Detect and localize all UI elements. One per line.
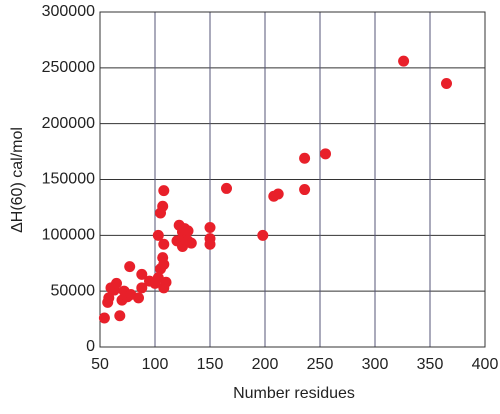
x-tick-label: 250 — [307, 356, 334, 373]
y-tick-label: 250000 — [42, 59, 95, 76]
point — [160, 276, 172, 288]
y-tick-label: 300000 — [42, 3, 95, 20]
point — [158, 185, 170, 197]
point — [441, 77, 452, 89]
point — [398, 55, 410, 67]
x-tick-label: 400 — [472, 356, 499, 373]
y-tick-label: 150000 — [42, 171, 95, 188]
point — [114, 310, 126, 322]
point — [204, 238, 216, 250]
point — [157, 200, 169, 212]
x-axis-title: Number residues — [233, 385, 355, 402]
point — [133, 292, 144, 304]
point — [204, 222, 216, 234]
plot-frame — [99, 11, 486, 348]
point — [158, 238, 170, 250]
point — [158, 258, 170, 270]
point — [272, 188, 284, 200]
point — [136, 268, 148, 280]
point — [257, 229, 269, 241]
point — [124, 261, 136, 273]
y-tick-label: 0 — [86, 338, 95, 355]
point — [152, 229, 164, 241]
point — [299, 184, 311, 196]
point — [182, 225, 194, 237]
point — [111, 277, 122, 289]
point — [136, 282, 148, 294]
y-tick-label: 50000 — [51, 282, 96, 299]
x-tick-label: 100 — [142, 356, 169, 373]
point — [221, 182, 232, 194]
x-tick-label: 50 — [91, 356, 109, 373]
point — [299, 152, 311, 164]
x-tick-label: 300 — [362, 356, 389, 373]
point — [185, 237, 197, 249]
x-tick-label: 350 — [417, 356, 444, 373]
x-tick-label: 150 — [197, 356, 224, 373]
y-axis-title: ΔH(60) cal/mol — [9, 127, 26, 233]
point — [320, 148, 331, 160]
y-tick-label: 200000 — [42, 115, 95, 132]
point — [98, 312, 110, 324]
x-tick-label: 200 — [252, 356, 279, 373]
point — [103, 292, 115, 304]
y-tick-label: 100000 — [42, 227, 95, 244]
